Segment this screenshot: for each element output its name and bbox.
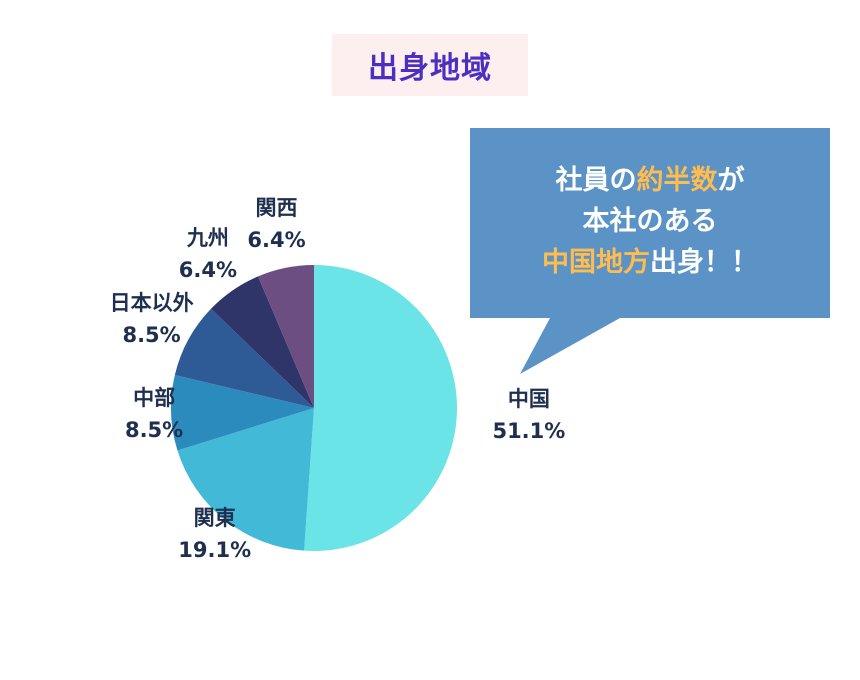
slice-label-value: 19.1% [178, 537, 252, 562]
pie-slice-2 [170, 375, 314, 451]
slice-label-0: 中国 51.1% [492, 383, 565, 447]
slice-label-value: 51.1% [492, 419, 566, 444]
slice-label-3: 日本以外 8.5% [110, 287, 194, 351]
slice-label-name: 中部 [133, 385, 176, 410]
callout-text: 社員の約半数が 本社のある 中国地方出身！！ [470, 160, 830, 283]
slice-label-4: 九州 6.4% [179, 222, 237, 286]
callout-line-2: 本社のある [582, 206, 718, 237]
slice-label-value: 8.5% [124, 417, 184, 442]
chart-title: 出身地域 [368, 51, 492, 86]
slice-label-name: 関西 [255, 195, 298, 220]
slice-label-value: 8.5% [122, 323, 181, 348]
callout-line1-highlight: 約半数 [636, 165, 718, 196]
slice-label-name: 中国 [507, 387, 550, 412]
callout-bubble-shape [470, 128, 830, 374]
slice-label-name: 九州 [186, 226, 229, 250]
callout-line-3: 中国地方出身！！ [470, 242, 830, 283]
callout-line1-suffix: が [717, 165, 745, 196]
callout-line1-prefix: 社員の [555, 165, 637, 196]
slice-label-2: 中部 8.5% [125, 382, 183, 446]
callout-bubble [470, 128, 830, 374]
pie-slice-0 [304, 265, 457, 551]
slice-label-1: 関東 19.1% [178, 502, 251, 566]
pie-slices [170, 265, 457, 551]
title-box: 出身地域 [332, 34, 528, 96]
callout-line3-suffix: 出身！！ [650, 247, 758, 278]
slice-label-value: 6.4% [178, 258, 238, 282]
slice-label-name: 関東 [193, 505, 236, 530]
callout-line-1: 社員の約半数が [470, 160, 830, 201]
pie-slice-5 [258, 265, 314, 408]
pie-slice-1 [177, 408, 314, 551]
callout-line3-highlight: 中国地方 [542, 247, 650, 278]
slice-label-value: 6.4% [247, 227, 306, 252]
pie-slice-4 [211, 276, 314, 408]
slice-label-5: 関西 6.4% [247, 192, 305, 256]
pie-slice-3 [174, 308, 314, 408]
slice-label-name: 日本以外 [109, 291, 194, 316]
